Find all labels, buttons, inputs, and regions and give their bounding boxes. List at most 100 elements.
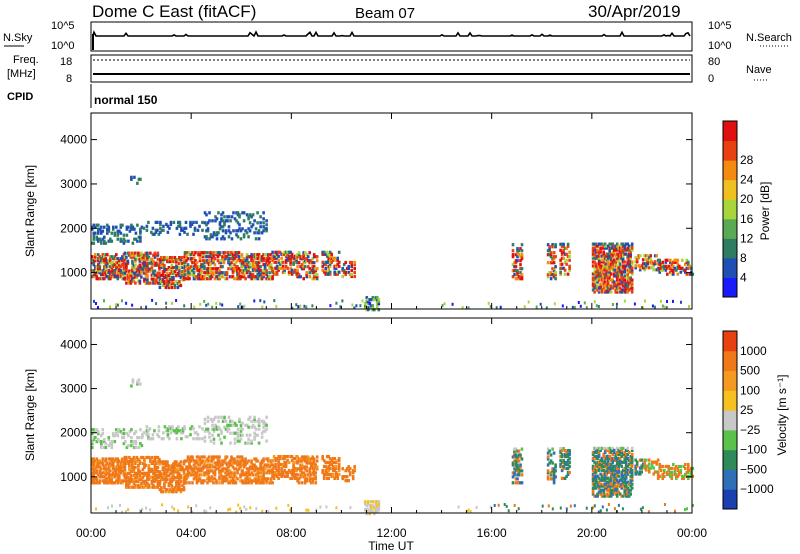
echo-cell xyxy=(195,481,199,485)
echo-cell xyxy=(606,468,610,472)
echo-cell xyxy=(239,261,242,265)
echo-cell xyxy=(641,464,645,468)
echo-cell xyxy=(551,461,554,465)
echo-cell xyxy=(119,223,123,227)
echo-cell xyxy=(629,466,632,470)
echo-cell xyxy=(155,469,158,473)
echo-cell xyxy=(296,273,299,277)
echo-cell xyxy=(652,262,655,266)
echo-cell xyxy=(95,440,99,444)
echo-cell xyxy=(368,510,372,514)
echo-cell xyxy=(254,275,258,279)
echo-cell xyxy=(106,467,109,471)
echo-cell xyxy=(520,253,524,257)
echo-cell xyxy=(266,257,270,261)
echo-cell xyxy=(140,257,143,261)
echo-cell xyxy=(209,463,212,467)
echo-cell xyxy=(236,433,240,437)
echo-cell xyxy=(675,260,678,264)
echo-cell xyxy=(630,248,634,252)
echo-cell xyxy=(140,271,143,275)
echo-cell xyxy=(179,258,183,262)
echo-cell xyxy=(609,258,613,262)
echo-cell xyxy=(155,485,158,489)
echo-cell xyxy=(198,469,202,473)
echo-cell xyxy=(178,484,181,488)
echo-cell xyxy=(517,449,521,453)
echo-cell xyxy=(312,253,316,257)
echo-cell xyxy=(167,280,171,284)
echo-cell xyxy=(623,278,626,282)
echo-cell xyxy=(608,250,611,254)
echo-cell xyxy=(227,267,230,271)
echo-cell xyxy=(516,251,519,255)
echo-cell xyxy=(226,219,229,223)
echo-cell xyxy=(347,264,350,269)
echo-cell xyxy=(147,435,150,439)
echo-cell xyxy=(624,466,628,470)
echo-cell xyxy=(119,481,123,485)
echo-cell xyxy=(664,268,668,272)
echo-cell xyxy=(312,461,316,465)
echo-cell xyxy=(593,290,596,294)
echo-cell xyxy=(513,269,516,273)
echo-cell xyxy=(373,298,376,302)
echo-cell xyxy=(519,463,522,467)
freq-unit-label: [MHz] xyxy=(7,68,36,80)
echo-cell xyxy=(644,254,648,258)
echo-cell xyxy=(596,492,599,496)
echo-cell xyxy=(218,275,221,279)
echo-cell xyxy=(345,266,349,271)
echo-cell xyxy=(128,275,131,279)
echo-cell xyxy=(271,470,274,475)
echo-cell xyxy=(234,265,238,269)
echo-cell xyxy=(606,476,610,480)
echo-cell xyxy=(260,435,264,439)
echo-cell xyxy=(675,472,678,477)
echo-cell xyxy=(191,273,194,277)
echo-cell xyxy=(149,261,152,265)
echo-cell xyxy=(203,251,206,255)
echo-cell xyxy=(234,255,238,259)
echo-cell xyxy=(599,462,602,466)
echo-cell xyxy=(596,484,599,488)
echo-cell xyxy=(638,458,642,462)
echo-cell xyxy=(227,229,231,233)
echo-cell xyxy=(559,462,562,467)
echo-cell xyxy=(517,507,520,511)
echo-cell xyxy=(129,477,133,481)
echo-cell xyxy=(134,473,137,477)
echo-cell xyxy=(170,480,174,484)
echo-cell xyxy=(262,225,265,229)
power-colorbar-tick: 20 xyxy=(740,192,754,206)
echo-cell xyxy=(347,266,350,271)
echo-cell xyxy=(139,177,142,181)
echo-cell xyxy=(308,261,311,265)
echo-cell xyxy=(552,273,556,277)
echo-cell xyxy=(100,461,103,465)
echo-cell xyxy=(213,257,217,261)
echo-cell xyxy=(170,472,174,476)
echo-cell xyxy=(328,272,332,276)
echo-cell xyxy=(624,448,628,452)
echo-cell xyxy=(129,253,133,257)
echo-cell xyxy=(271,481,274,485)
echo-cell xyxy=(493,504,496,507)
echo-cell xyxy=(297,275,301,279)
echo-cell xyxy=(227,508,230,512)
echo-cell xyxy=(299,265,302,269)
echo-cell xyxy=(115,257,118,261)
echo-cell xyxy=(330,459,333,463)
echo-cell xyxy=(231,267,235,271)
echo-cell xyxy=(634,470,637,474)
echo-cell xyxy=(593,472,596,476)
echo-cell xyxy=(644,458,648,462)
echo-cell xyxy=(254,459,258,463)
echo-cell xyxy=(170,470,174,474)
echo-cell xyxy=(377,308,381,312)
echo-cell xyxy=(675,258,678,262)
echo-cell xyxy=(154,230,158,234)
echo-cell xyxy=(268,253,271,257)
echo-cell xyxy=(627,482,631,486)
echo-cell xyxy=(609,484,613,488)
